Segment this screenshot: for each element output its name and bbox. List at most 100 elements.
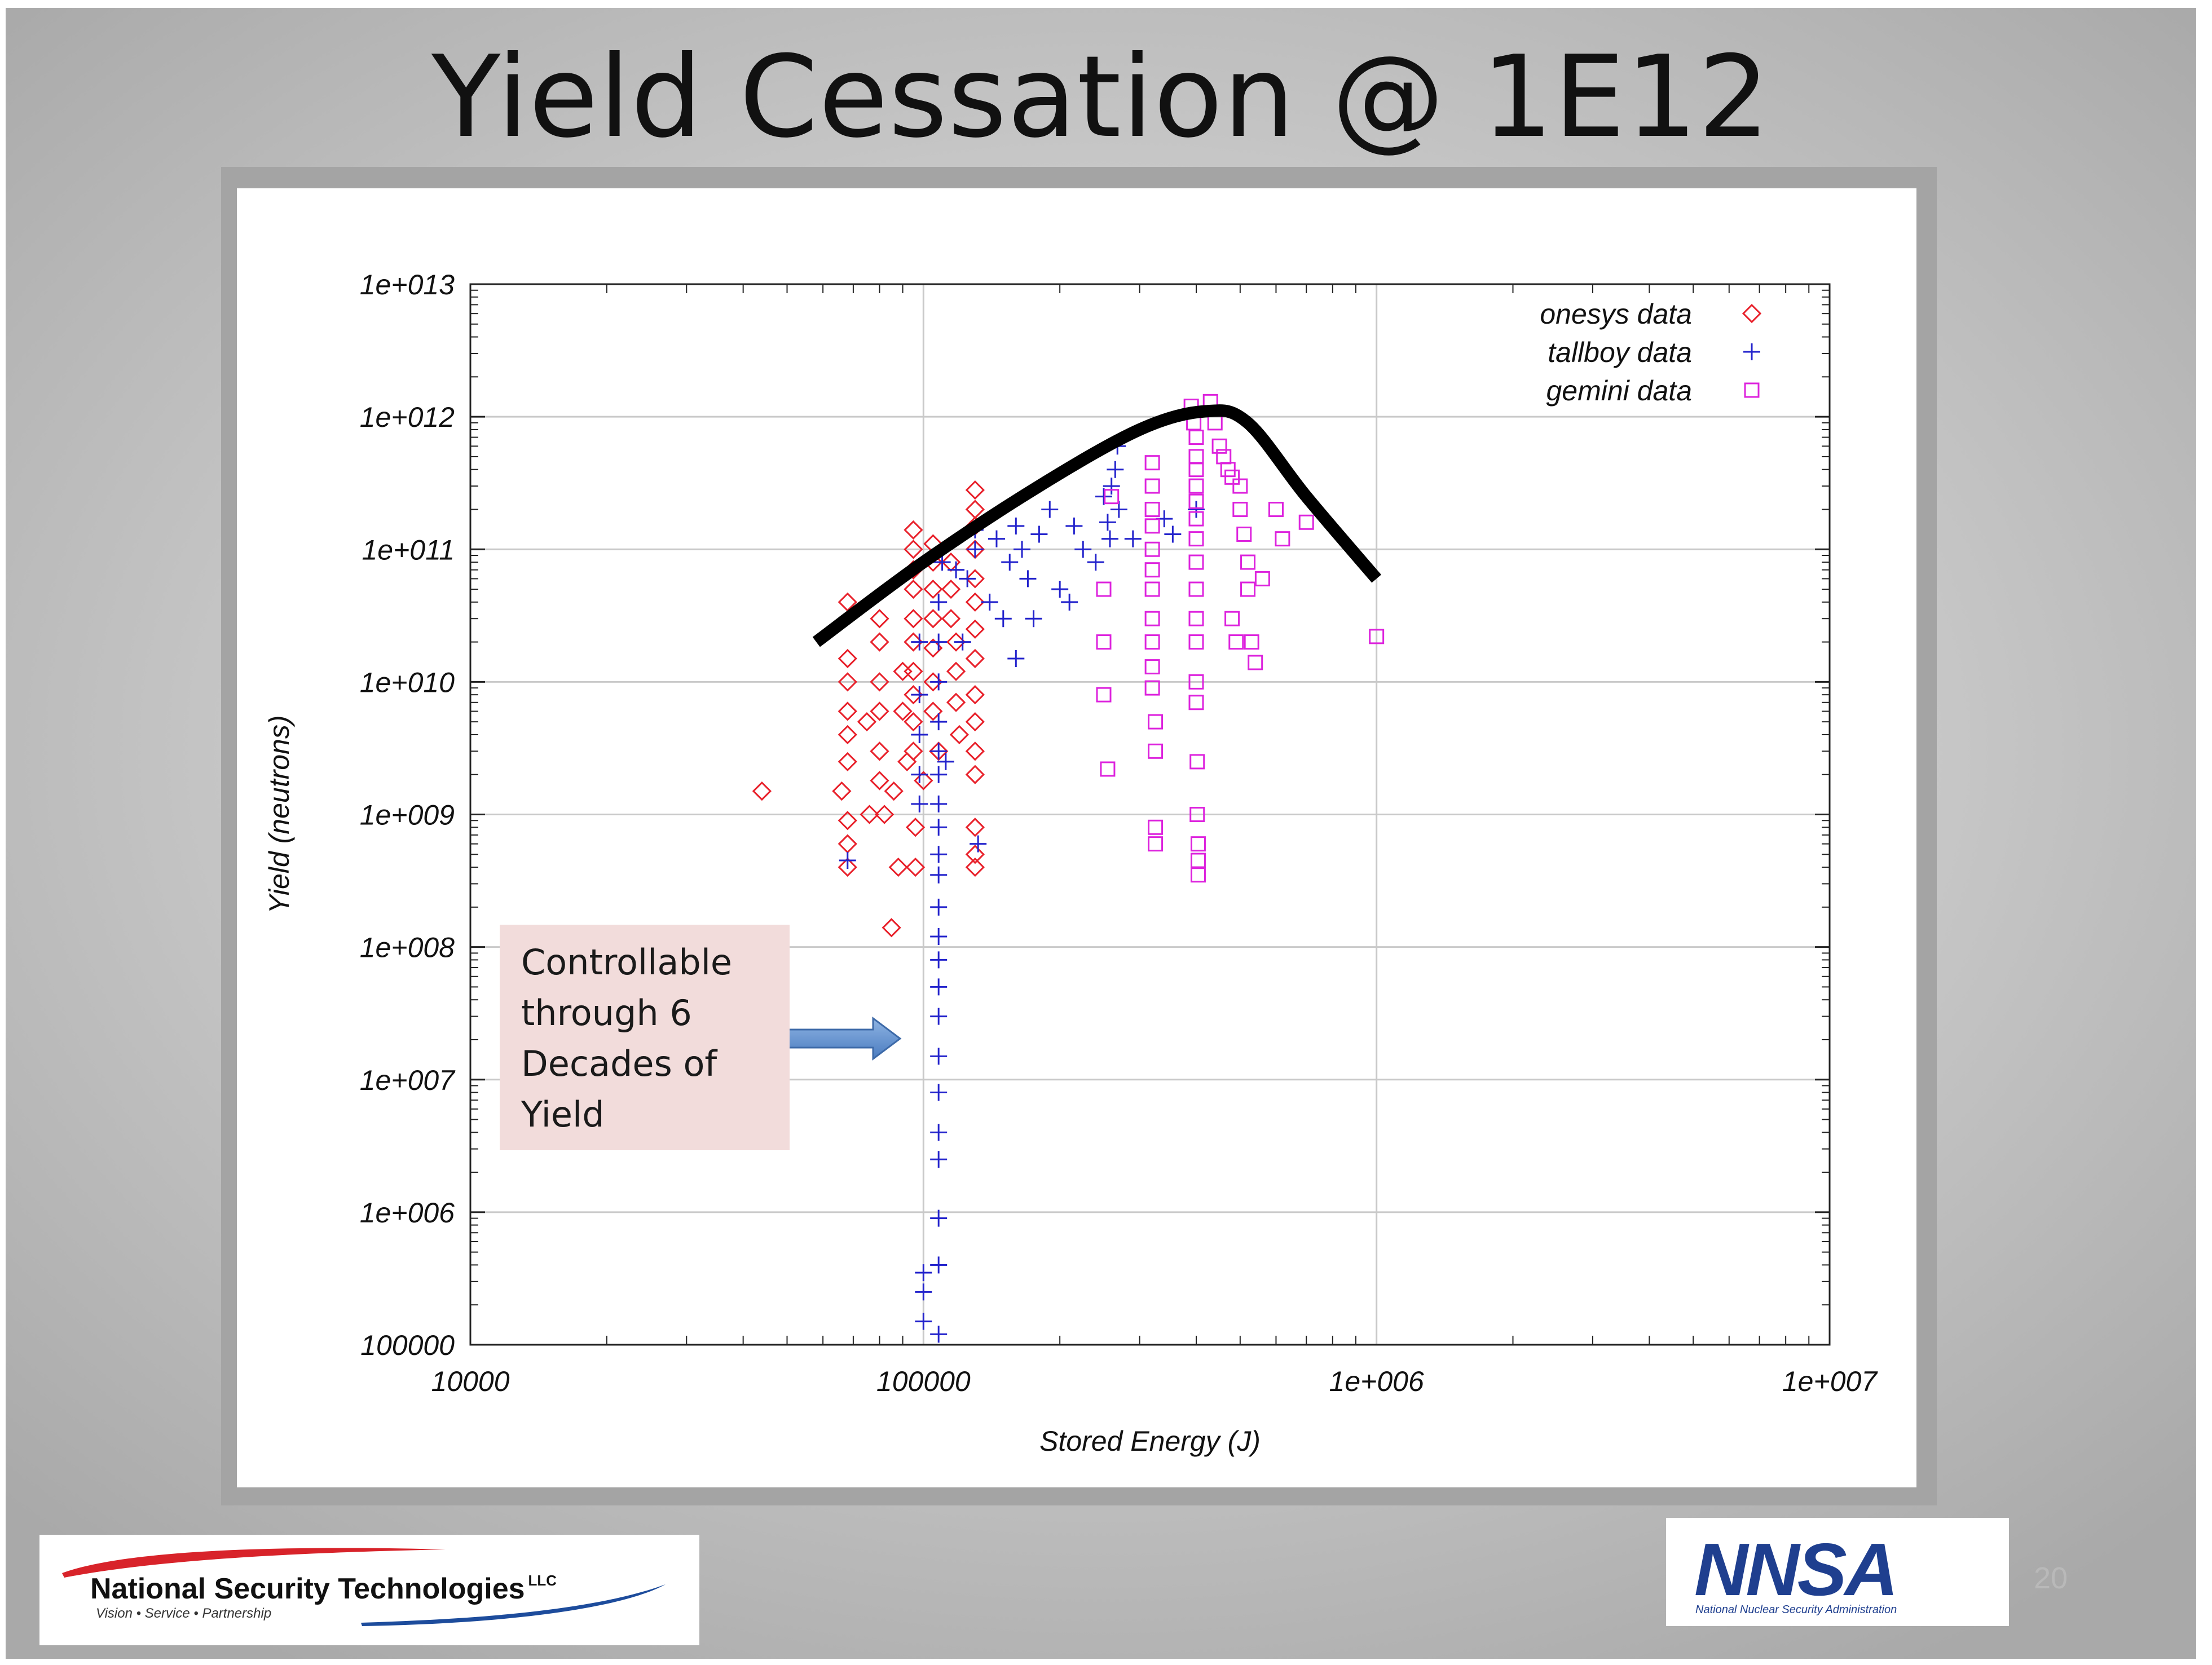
tallboy-data-point (930, 766, 948, 783)
onesys-data-point (946, 661, 966, 681)
legend-label: gemini data (1546, 375, 1693, 407)
gemini-data-point (1236, 526, 1252, 542)
onesys-data-point (905, 818, 926, 837)
gemini-data-point (1144, 634, 1160, 650)
tallboy-data-point (1051, 581, 1069, 598)
y-tick-label: 1e+006 (360, 1197, 455, 1229)
gemini-data-point (1188, 611, 1204, 626)
tallboy-data-point (1107, 461, 1124, 478)
onesys-data-point (860, 805, 879, 824)
gemini-data-point (1188, 493, 1204, 509)
onesys-data-point (870, 741, 889, 761)
onesys-data-point (965, 818, 985, 837)
gemini-data-point (1188, 478, 1204, 494)
envelope-curve-path (812, 404, 1382, 647)
tallboy-data-point (930, 1124, 948, 1141)
onesys-data-point (941, 579, 961, 599)
gemini-data-point (1240, 581, 1256, 597)
nnsa-wordmark: NNSA (1694, 1528, 1898, 1611)
tallboy-data-point (1087, 554, 1104, 571)
gemini-data-point (1144, 680, 1160, 696)
y-tick-label: 1e+012 (360, 401, 455, 433)
onesys-data-point (965, 619, 985, 639)
gemini-data-point (1224, 469, 1240, 485)
onesys-data-point (882, 918, 901, 938)
gemini-data-point (1188, 581, 1204, 597)
callout-box: Controllable through 6 Decades of Yield (500, 925, 790, 1150)
gemini-data-point (1188, 674, 1204, 690)
gemini-data-point (1275, 531, 1290, 547)
legend-label: tallboy data (1548, 337, 1692, 368)
onesys-data-point (874, 805, 895, 824)
gemini-data-point (1148, 836, 1164, 852)
legend-label: onesys data (1540, 298, 1692, 330)
tallboy-data-point (966, 541, 984, 558)
onesys-data-point (941, 609, 961, 629)
tallboy-data-point (930, 633, 948, 651)
gemini-data-point (1220, 462, 1236, 478)
x-tick-label: 100000 (876, 1366, 971, 1397)
gemini-data-point (1144, 455, 1160, 471)
tallboy-data-point (1103, 478, 1120, 495)
red-swoosh-icon (62, 1548, 446, 1578)
gemini-data-point (1369, 629, 1385, 644)
onesys-data-point (838, 834, 857, 854)
legend: onesys data tallboy data gemini data (1540, 298, 1762, 407)
tallboy-data-point (948, 561, 965, 578)
tallboy-data-point (1001, 554, 1019, 571)
onesys-data-point (923, 701, 943, 721)
tallboy-data-point (930, 1008, 948, 1025)
gemini-data-point (1190, 853, 1206, 868)
tallboy-data-point (959, 570, 976, 588)
tallboy-data-point (930, 1256, 948, 1274)
tallboy-data-point (988, 530, 1005, 547)
callout-line: Decades of (521, 1043, 717, 1084)
onesys-data-point (870, 672, 889, 692)
gemini-data-point (1244, 634, 1259, 650)
callout-line: Controllable (521, 942, 733, 983)
tallboy-data-point (1061, 593, 1078, 611)
onesys-data-point (838, 752, 857, 772)
gemini-data-point (1228, 634, 1244, 650)
gemini-data-point (1144, 478, 1160, 494)
onesys-data-point (838, 811, 857, 831)
tallboy-data-point (911, 795, 928, 812)
blue-swoosh-icon (361, 1584, 666, 1626)
tallboy-data-point (930, 743, 948, 760)
callout-line: through 6 (521, 992, 692, 1034)
gemini-data-point (1240, 554, 1256, 570)
tallboy-data-point (954, 633, 971, 651)
tallboy-data-point (1014, 541, 1031, 558)
gemini-data-point (1148, 714, 1164, 730)
onesys-data-point (870, 701, 889, 721)
tallboy-data-point (930, 673, 948, 691)
legend-marker (1744, 382, 1760, 398)
gemini-data-point (1144, 581, 1160, 597)
gemini-data-point (1144, 501, 1160, 517)
onesys-data-point (904, 609, 923, 629)
gemini-data-point (1188, 430, 1204, 445)
tallboy-data-point (915, 1313, 932, 1330)
logo-company-name: National Security Technologies LLC (90, 1572, 557, 1605)
onesys-data-point (838, 701, 857, 721)
nstec-logo: National Security Technologies LLC Vision… (39, 1535, 699, 1645)
gemini-data-point (1190, 867, 1206, 883)
gemini-data-point (1096, 687, 1112, 703)
y-tick-label: 1e+011 (362, 534, 455, 566)
gemini-data-point (1188, 462, 1204, 478)
gemini-data-point (1268, 501, 1284, 517)
onesys-data-point (965, 741, 985, 761)
gemini-data-point (1096, 634, 1112, 650)
onesys-data-point (870, 771, 889, 790)
onesys-data-point (904, 712, 923, 732)
x-tick-label: 1e+006 (1329, 1366, 1424, 1397)
onesys-data-point (838, 672, 857, 692)
tallboy-data-point (1101, 530, 1118, 547)
onesys-data-point (884, 781, 904, 801)
onesys-data-point (888, 857, 908, 877)
gemini-data-point (1211, 438, 1227, 454)
gemini-data-point (1189, 754, 1205, 770)
tallboy-data-point (1065, 517, 1083, 535)
onesys-data-point (965, 685, 985, 705)
